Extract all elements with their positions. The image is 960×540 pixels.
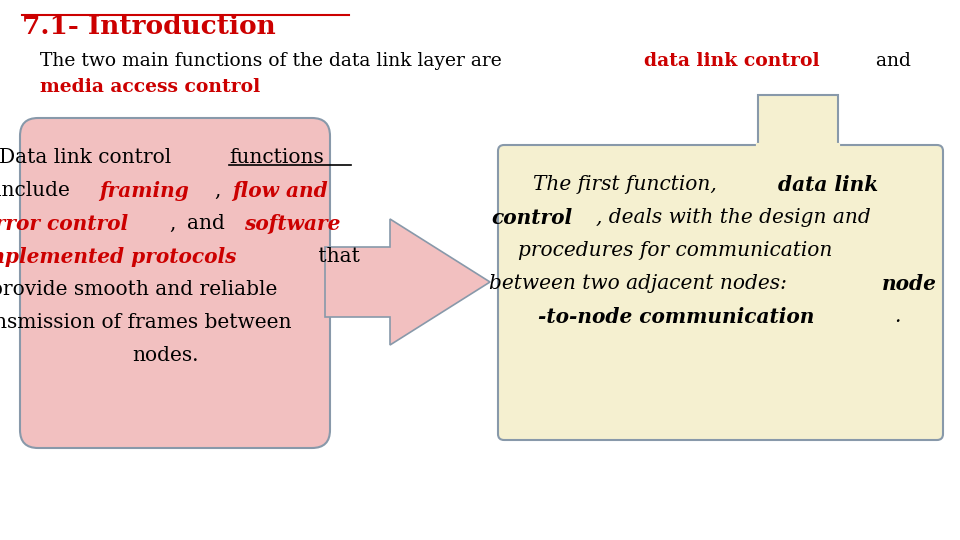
Text: -to-node communication: -to-node communication — [539, 307, 814, 327]
Text: node: node — [881, 274, 936, 294]
Text: nodes.: nodes. — [132, 346, 199, 365]
Text: ,: , — [215, 181, 228, 200]
Text: procedures for communication: procedures for communication — [517, 241, 832, 260]
Text: implemented protocols: implemented protocols — [0, 247, 236, 267]
Text: error control: error control — [0, 214, 128, 234]
Polygon shape — [758, 95, 838, 145]
Text: data link: data link — [779, 175, 878, 195]
Text: Data link control: Data link control — [0, 148, 178, 167]
Text: and: and — [870, 52, 911, 70]
Text: functions: functions — [229, 148, 324, 167]
Text: provide smooth and reliable: provide smooth and reliable — [0, 280, 277, 299]
Text: that: that — [312, 247, 360, 266]
Text: The first function,: The first function, — [533, 175, 723, 194]
Text: The two main functions of the data link layer are: The two main functions of the data link … — [40, 52, 508, 70]
Text: control: control — [491, 208, 572, 228]
Text: data link control: data link control — [643, 52, 819, 70]
Text: transmission of frames between: transmission of frames between — [0, 313, 291, 332]
Text: .: . — [895, 307, 901, 326]
Polygon shape — [325, 219, 490, 345]
Text: flow and: flow and — [232, 181, 327, 201]
Text: framing: framing — [100, 181, 189, 201]
Text: between two adjacent nodes:: between two adjacent nodes: — [489, 274, 793, 293]
Text: software: software — [244, 214, 340, 234]
Text: and: and — [187, 214, 231, 233]
FancyBboxPatch shape — [498, 145, 943, 440]
Text: , deals with the design and: , deals with the design and — [595, 208, 871, 227]
Text: ,: , — [170, 214, 183, 233]
Text: include: include — [0, 181, 76, 200]
Text: media access control: media access control — [40, 78, 260, 96]
Text: 7.1- Introduction: 7.1- Introduction — [22, 14, 276, 39]
FancyBboxPatch shape — [20, 118, 330, 448]
